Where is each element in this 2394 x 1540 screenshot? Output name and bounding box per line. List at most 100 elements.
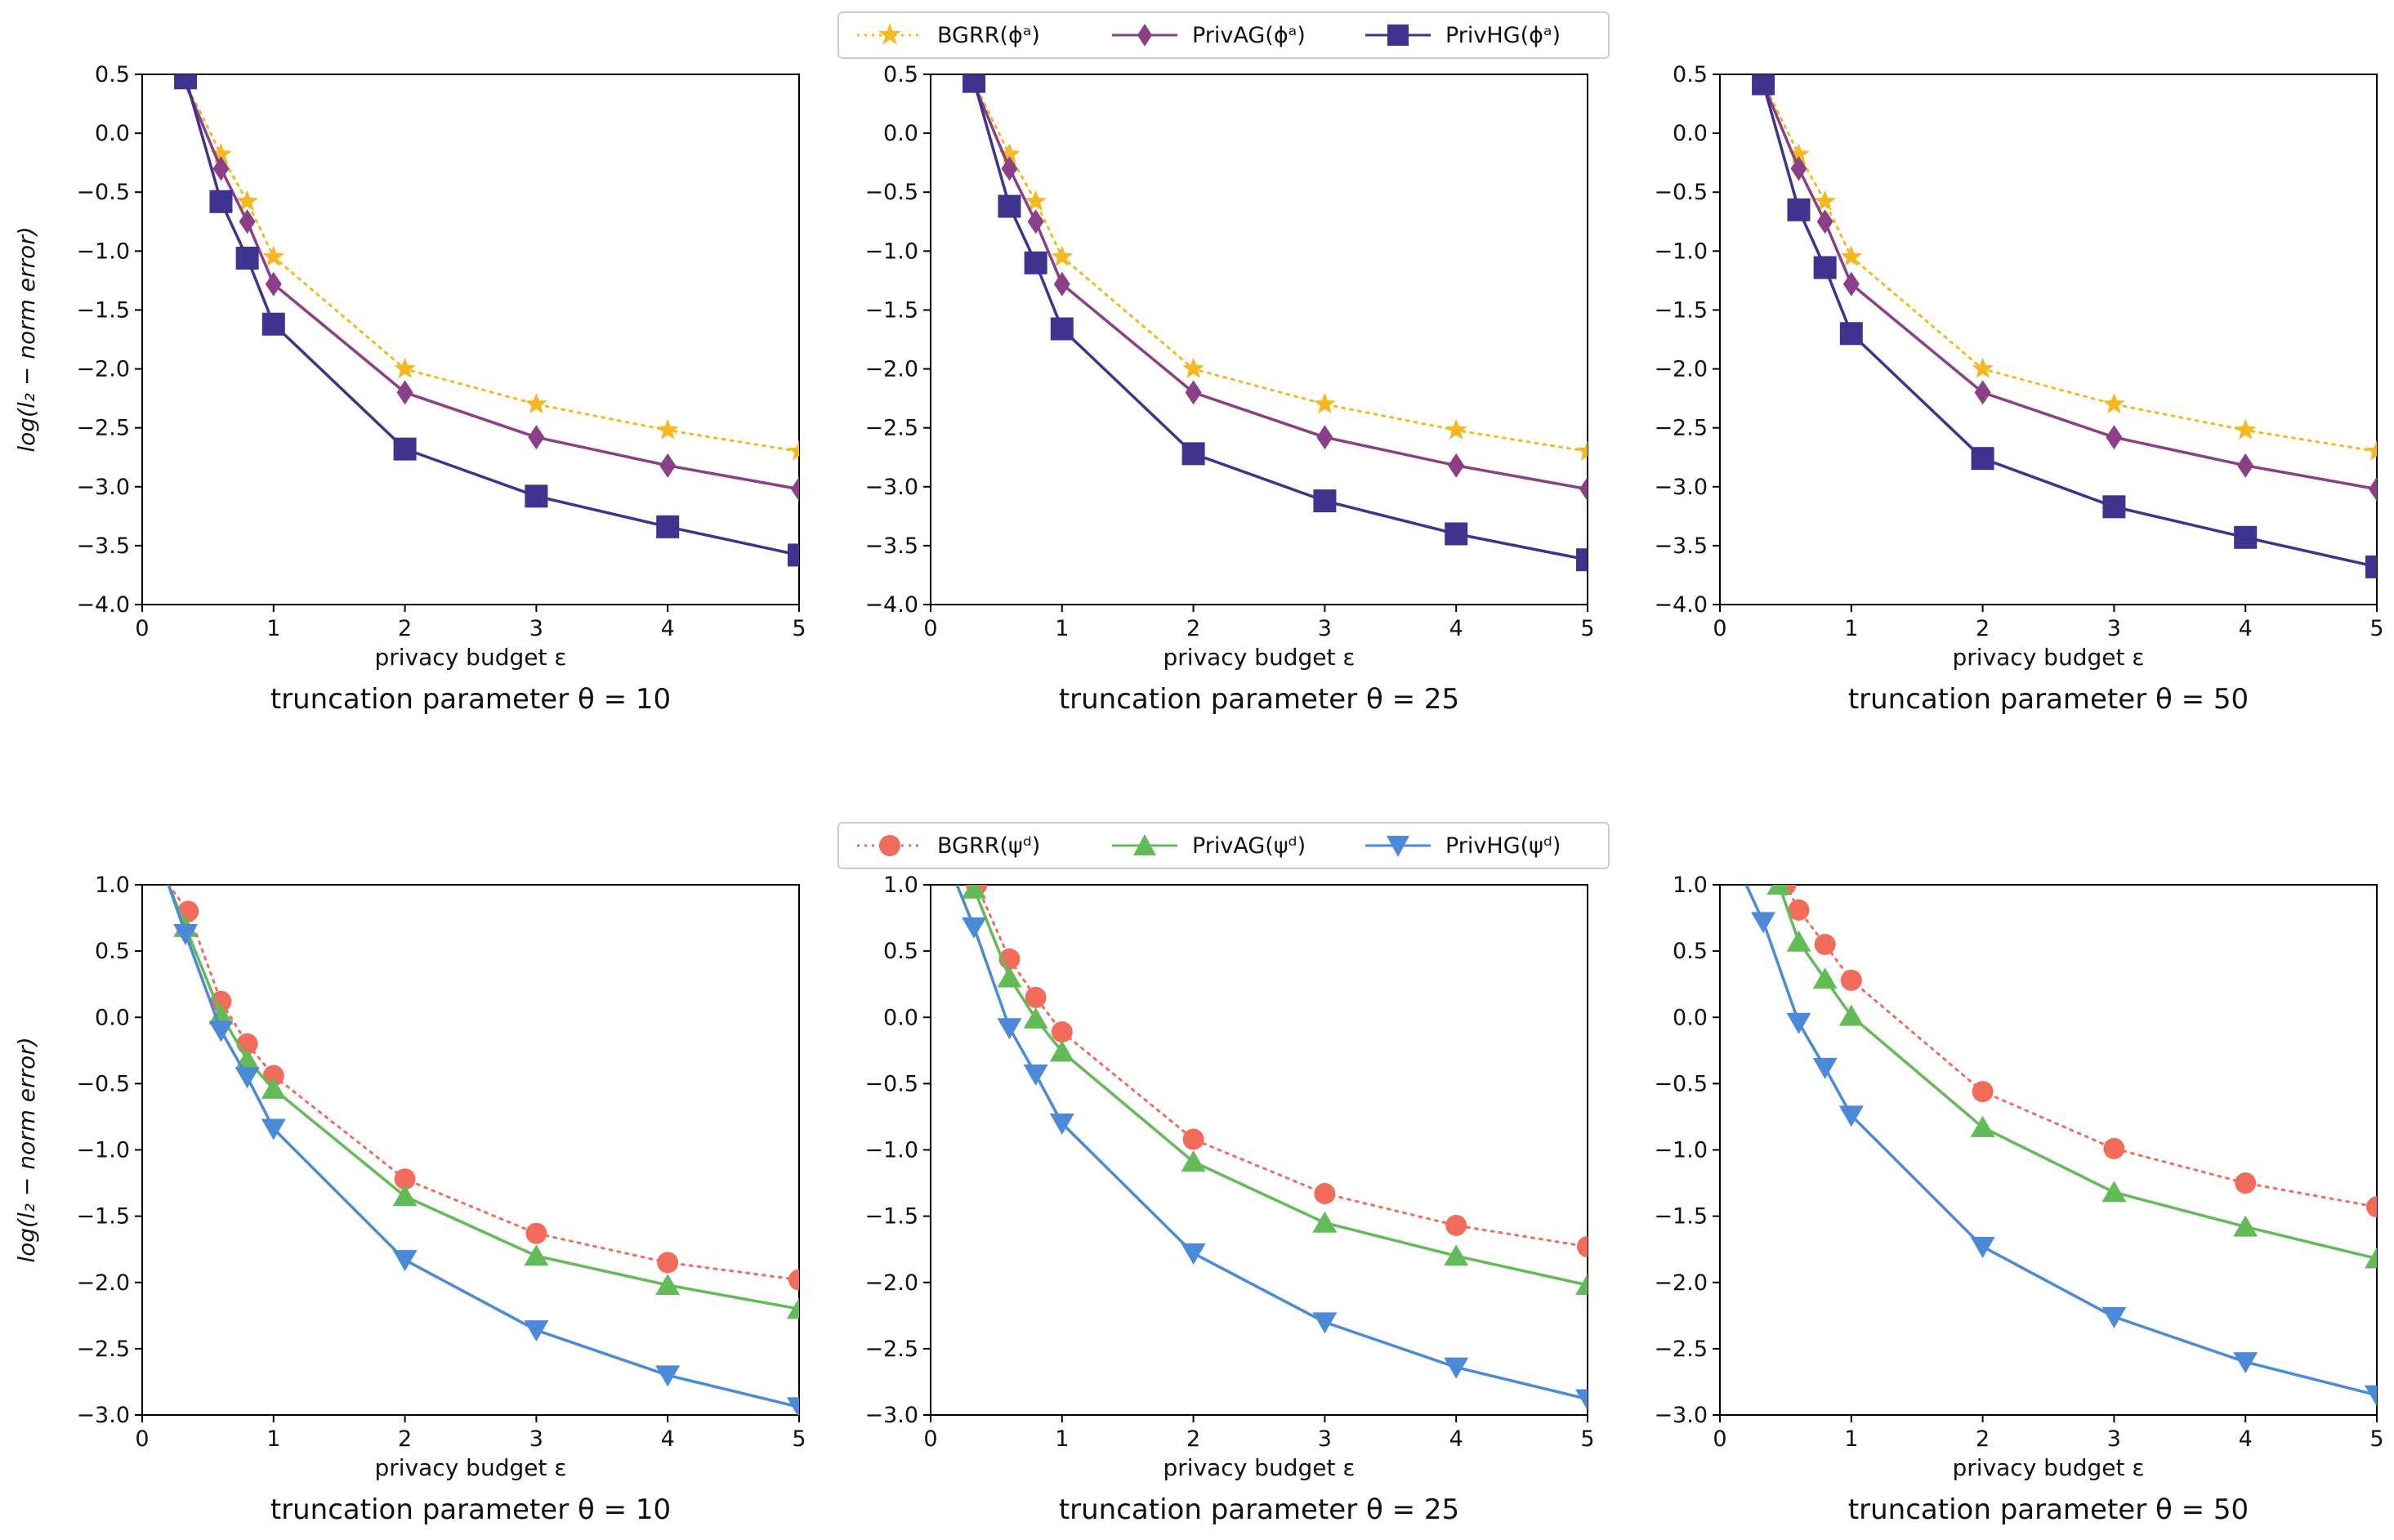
legend-entry-privag-psi: PrivAG(ψᵈ): [1109, 824, 1306, 868]
data-point: [657, 1252, 679, 1274]
x-tick-label: 2: [1976, 616, 1990, 641]
data-point: [1448, 453, 1465, 478]
data-point: [524, 1320, 549, 1342]
x-tick-label: 1: [1844, 616, 1858, 641]
data-point: [2103, 392, 2125, 414]
y-tick-label: −2.5: [1654, 1337, 1708, 1362]
data-point: [788, 543, 799, 567]
data-point: [235, 246, 259, 270]
legend-label: PrivHG(ϕᵃ): [1445, 22, 1561, 48]
y-tick-label: −0.5: [864, 1071, 918, 1096]
x-tick-label: 5: [792, 1426, 806, 1452]
series-line-2: [955, 885, 1588, 1401]
data-point: [1001, 156, 1018, 181]
data-point: [1023, 1007, 1048, 1029]
x-tick-label: 3: [2107, 1426, 2121, 1452]
data-point: [1577, 1235, 1588, 1257]
data-point: [1788, 143, 1810, 164]
data-point: [656, 515, 680, 538]
data-point: [2234, 525, 2258, 549]
legend-top: BGRR(ϕᵃ) PrivAG(ϕᵃ) PrivHG(ϕᵃ): [837, 11, 1610, 59]
data-point: [1840, 245, 1863, 266]
legend-entry-privag-phi: PrivAG(ϕᵃ): [1109, 13, 1306, 57]
data-point: [234, 1048, 260, 1070]
data-point: [1025, 986, 1047, 1008]
y-tick-label: 0.0: [1673, 121, 1708, 146]
y-tick-label: −1.5: [1654, 1204, 1708, 1230]
data-point: [261, 1077, 286, 1099]
y-tick-label: −1.5: [864, 1204, 918, 1230]
y-tick-label: −0.5: [76, 1071, 130, 1096]
data-point: [2233, 1352, 2258, 1374]
y-tick-label: −3.0: [1654, 475, 1708, 500]
legend-marker-diamond-icon: [1112, 24, 1177, 47]
y-tick-label: −1.0: [76, 239, 130, 264]
data-point: [1816, 209, 1833, 234]
y-tick-label: −2.5: [76, 1337, 130, 1362]
data-point: [1185, 380, 1202, 405]
x-tick-label: 0: [923, 616, 937, 641]
data-point: [1023, 1065, 1048, 1087]
y-tick-label: −2.0: [76, 357, 130, 382]
series-line-1: [180, 74, 799, 491]
y-tick-label: −2.5: [1654, 416, 1708, 441]
y-tick-label: 0.0: [95, 1005, 130, 1030]
x-tick-label: 4: [661, 1426, 675, 1452]
data-point: [1445, 418, 1467, 440]
legend-marker-circle-icon: [857, 835, 922, 856]
plot-frame: [930, 74, 1588, 605]
x-tick-label: 5: [1580, 616, 1594, 641]
data-point: [525, 392, 547, 414]
y-tick-label: −3.0: [76, 475, 130, 500]
data-point: [210, 143, 232, 164]
y-tick-label: −4.0: [1654, 592, 1708, 618]
y-tick-label: −1.0: [76, 1138, 130, 1163]
series-line-1: [968, 74, 1588, 491]
data-point: [234, 1067, 260, 1089]
data-point: [788, 1269, 799, 1291]
x-tick-label: 3: [529, 616, 543, 641]
y-tick-label: −4.0: [864, 592, 918, 618]
y-tick-label: 0.5: [1673, 939, 1708, 964]
y-tick-label: −3.5: [864, 533, 918, 559]
data-point: [1786, 1012, 1811, 1034]
subplot-title: truncation parameter θ = 10: [270, 1493, 671, 1526]
data-point: [261, 312, 285, 336]
x-axis-label: privacy budget ε: [1164, 1454, 1356, 1481]
y-tick-label: −3.0: [1654, 1403, 1708, 1428]
y-tick-label: −1.0: [1654, 1138, 1708, 1163]
data-point: [1182, 357, 1204, 378]
data-point: [1787, 198, 1811, 221]
data-point: [396, 380, 413, 405]
y-tick-label: −3.0: [864, 1403, 918, 1428]
data-point: [962, 917, 987, 939]
y-tick-label: −1.0: [864, 1138, 918, 1163]
x-axis-label: privacy budget ε: [1953, 644, 2145, 671]
y-tick-label: −3.0: [864, 475, 918, 500]
x-tick-label: 2: [398, 616, 412, 641]
legend-entry-bgrr-phi: BGRR(ϕᵃ): [854, 13, 1040, 57]
data-point: [1812, 967, 1838, 989]
x-tick-label: 2: [398, 1426, 412, 1452]
y-tick-label: −4.0: [76, 592, 130, 618]
data-point: [1313, 489, 1337, 513]
y-tick-label: −1.5: [1654, 297, 1708, 323]
data-point: [1576, 440, 1588, 461]
data-point: [1050, 317, 1074, 341]
legend-bottom: BGRR(ψᵈ) PrivAG(ψᵈ) PrivHG(ψᵈ): [837, 822, 1610, 869]
data-point: [1788, 899, 1810, 921]
data-point: [2365, 1385, 2377, 1407]
y-tick-label: −2.0: [864, 357, 918, 382]
data-point: [212, 156, 230, 181]
y-tick-label: 0.5: [95, 62, 130, 87]
legend-marker-star-icon: [857, 23, 922, 45]
data-point: [239, 209, 256, 234]
data-point: [2237, 453, 2254, 478]
data-point: [998, 194, 1021, 218]
legend-label: BGRR(ϕᵃ): [937, 22, 1040, 48]
data-point: [787, 1297, 799, 1319]
data-point: [1786, 930, 1811, 952]
series-line-0: [968, 74, 1588, 453]
x-tick-label: 4: [2239, 1426, 2253, 1452]
